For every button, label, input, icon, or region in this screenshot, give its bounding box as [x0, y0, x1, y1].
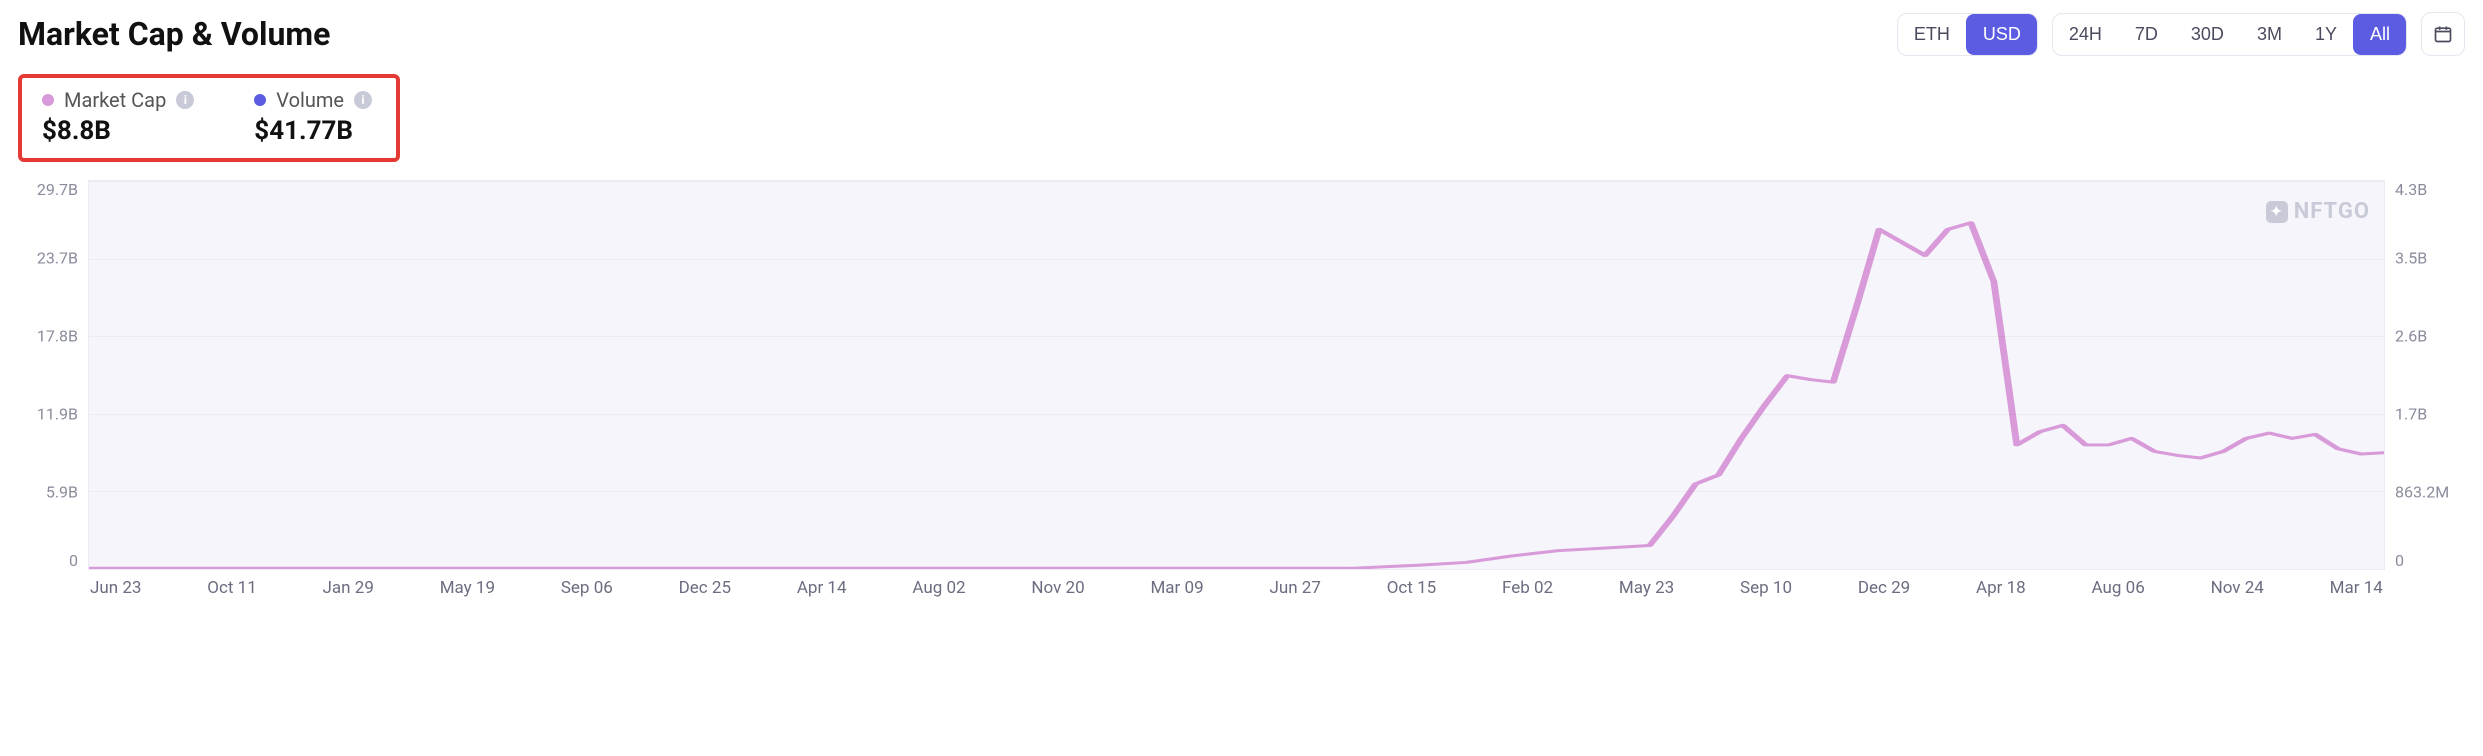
legend-value-market-cap: $8.8B [42, 116, 194, 146]
x-tick: Mar 09 [1150, 578, 1203, 598]
x-tick: Oct 11 [207, 578, 256, 598]
y-tick: 5.9B [18, 483, 78, 502]
y-tick: 17.8B [18, 327, 78, 346]
y-tick: 0 [2395, 551, 2465, 570]
info-icon[interactable]: i [354, 91, 372, 109]
y-axis-left: 29.7B 23.7B 17.8B 11.9B 5.9B 0 [18, 180, 78, 570]
x-tick: Sep 06 [561, 578, 613, 598]
currency-toggle: ETHUSD [1897, 13, 2038, 56]
x-tick: Nov 20 [1031, 578, 1084, 598]
x-tick: Apr 14 [797, 578, 847, 598]
y-tick: 1.7B [2395, 405, 2465, 424]
calendar-icon [2433, 24, 2453, 44]
x-tick: Mar 14 [2330, 578, 2383, 598]
range-option-3m[interactable]: 3M [2240, 14, 2298, 55]
x-tick: Sep 10 [1740, 578, 1792, 598]
currency-option-usd[interactable]: USD [1966, 14, 2037, 55]
y-tick: 0 [18, 551, 78, 570]
range-option-30d[interactable]: 30D [2174, 14, 2240, 55]
x-axis: Jun 23 Oct 11 Jan 29 May 19 Sep 06 Dec 25 Apr … [88, 578, 2385, 598]
y-tick: 23.7B [18, 249, 78, 268]
range-toggle: 24H7D30D3M1YAll [2052, 13, 2407, 56]
legend-dot-market-cap [42, 94, 54, 106]
chart-plot[interactable]: ✦ NFTGO [88, 180, 2385, 570]
legend-volume: Volume i $41.77B [254, 88, 372, 146]
y-axis-right: 4.3B 3.5B 2.6B 1.7B 863.2M 0 [2395, 180, 2465, 570]
x-tick: Jan 29 [323, 578, 374, 598]
x-tick: May 19 [440, 578, 495, 598]
chart-controls: ETHUSD 24H7D30D3M1YAll [1897, 12, 2465, 56]
range-option-all[interactable]: All [2353, 14, 2406, 55]
legend-value-volume: $41.77B [254, 116, 372, 146]
x-tick: Feb 02 [1502, 578, 1553, 598]
x-tick: Apr 18 [1976, 578, 2026, 598]
x-tick: Dec 25 [679, 578, 731, 598]
y-tick: 2.6B [2395, 327, 2465, 346]
page-title: Market Cap & Volume [18, 15, 330, 53]
x-tick: May 23 [1619, 578, 1674, 598]
legend-label-volume: Volume [276, 88, 344, 112]
y-tick: 29.7B [18, 180, 78, 199]
x-tick: Aug 02 [912, 578, 965, 598]
range-option-7d[interactable]: 7D [2118, 14, 2174, 55]
y-tick: 3.5B [2395, 249, 2465, 268]
x-tick: Dec 29 [1858, 578, 1910, 598]
legend-market-cap: Market Cap i $8.8B [42, 88, 194, 146]
info-icon[interactable]: i [176, 91, 194, 109]
x-tick: Oct 15 [1387, 578, 1436, 598]
y-tick: 863.2M [2395, 483, 2465, 502]
legend-highlight-box: Market Cap i $8.8B Volume i $41.77B [18, 74, 400, 162]
y-tick: 11.9B [18, 405, 78, 424]
x-tick: Aug 06 [2092, 578, 2145, 598]
range-option-1y[interactable]: 1Y [2298, 14, 2353, 55]
calendar-button[interactable] [2421, 12, 2465, 56]
chart: 29.7B 23.7B 17.8B 11.9B 5.9B 0 4.3B 3.5B 2.6B 1.… [18, 180, 2465, 598]
y-tick: 4.3B [2395, 180, 2465, 199]
x-tick: Nov 24 [2211, 578, 2264, 598]
x-tick: Jun 23 [90, 578, 141, 598]
legend-label-market-cap: Market Cap [64, 88, 166, 112]
range-option-24h[interactable]: 24H [2053, 14, 2118, 55]
x-tick: Jun 27 [1269, 578, 1320, 598]
legend-dot-volume [254, 94, 266, 106]
currency-option-eth[interactable]: ETH [1898, 14, 1966, 55]
